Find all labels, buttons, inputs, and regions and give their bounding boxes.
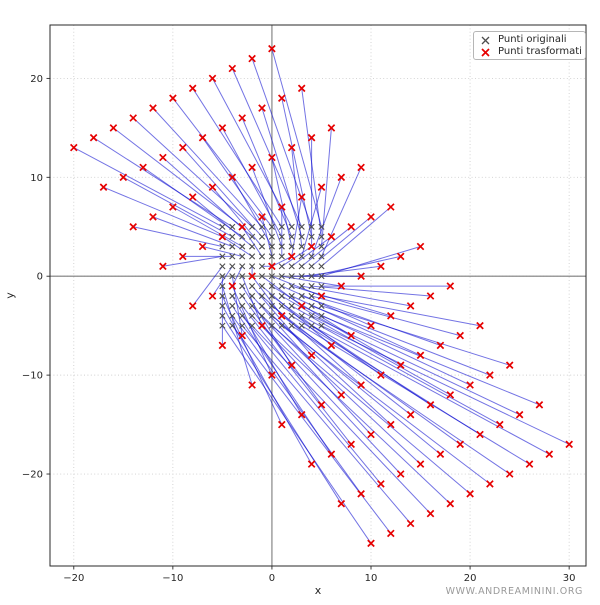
legend-item-transformed: Punti trasformati [480, 46, 582, 58]
svg-text:−10: −10 [22, 371, 43, 382]
svg-text:20: 20 [464, 573, 477, 584]
svg-text:0: 0 [269, 573, 275, 584]
transformed-points [69, 44, 574, 548]
svg-text:20: 20 [30, 74, 43, 85]
svg-text:−10: −10 [162, 573, 183, 584]
svg-text:10: 10 [30, 173, 43, 184]
svg-text:−20: −20 [22, 470, 43, 481]
displacement-lines [73, 48, 570, 544]
svg-text:10: 10 [365, 573, 378, 584]
x-axis-label: x [314, 584, 322, 597]
x-marker-icon [481, 47, 490, 57]
legend-label-transformed: Punti trasformati [498, 46, 582, 57]
legend-label-original: Punti originali [498, 34, 567, 45]
svg-text:−20: −20 [63, 573, 84, 584]
y-axis-label: y [3, 292, 17, 299]
svg-text:30: 30 [563, 573, 576, 584]
legend: Punti originali Punti trasformati [473, 31, 586, 60]
svg-text:0: 0 [37, 272, 43, 283]
legend-item-original: Punti originali [480, 34, 579, 46]
watermark: WWW.ANDREAMININI.ORG [445, 586, 583, 597]
x-marker-icon [481, 36, 490, 44]
